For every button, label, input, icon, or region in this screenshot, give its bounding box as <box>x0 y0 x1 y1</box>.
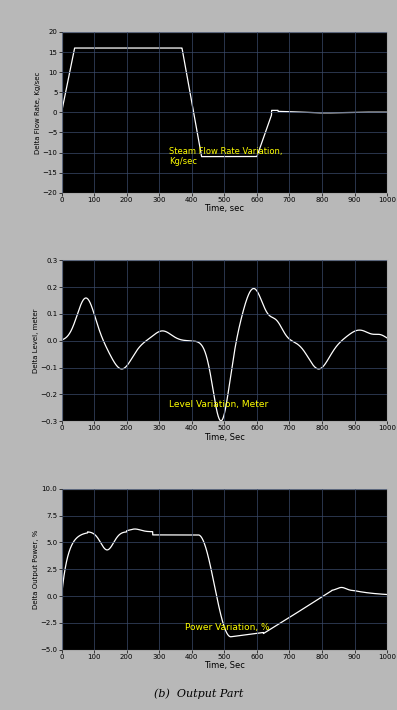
X-axis label: Time, Sec: Time, Sec <box>204 661 245 670</box>
Text: Power Variation, %: Power Variation, % <box>185 623 270 632</box>
Text: (b)  Output Part: (b) Output Part <box>154 689 243 699</box>
Text: Steam Flow Rate Variation,
Kg/sec: Steam Flow Rate Variation, Kg/sec <box>169 146 282 166</box>
Text: Level Variation, Meter: Level Variation, Meter <box>169 400 268 409</box>
X-axis label: Time, Sec: Time, Sec <box>204 433 245 442</box>
Y-axis label: Delta Level, meter: Delta Level, meter <box>33 309 39 373</box>
X-axis label: Time, sec: Time, sec <box>204 204 244 214</box>
Y-axis label: Delta Flow Rate, Kg/sec: Delta Flow Rate, Kg/sec <box>35 71 41 153</box>
Y-axis label: Delta Output Power, %: Delta Output Power, % <box>33 530 39 609</box>
